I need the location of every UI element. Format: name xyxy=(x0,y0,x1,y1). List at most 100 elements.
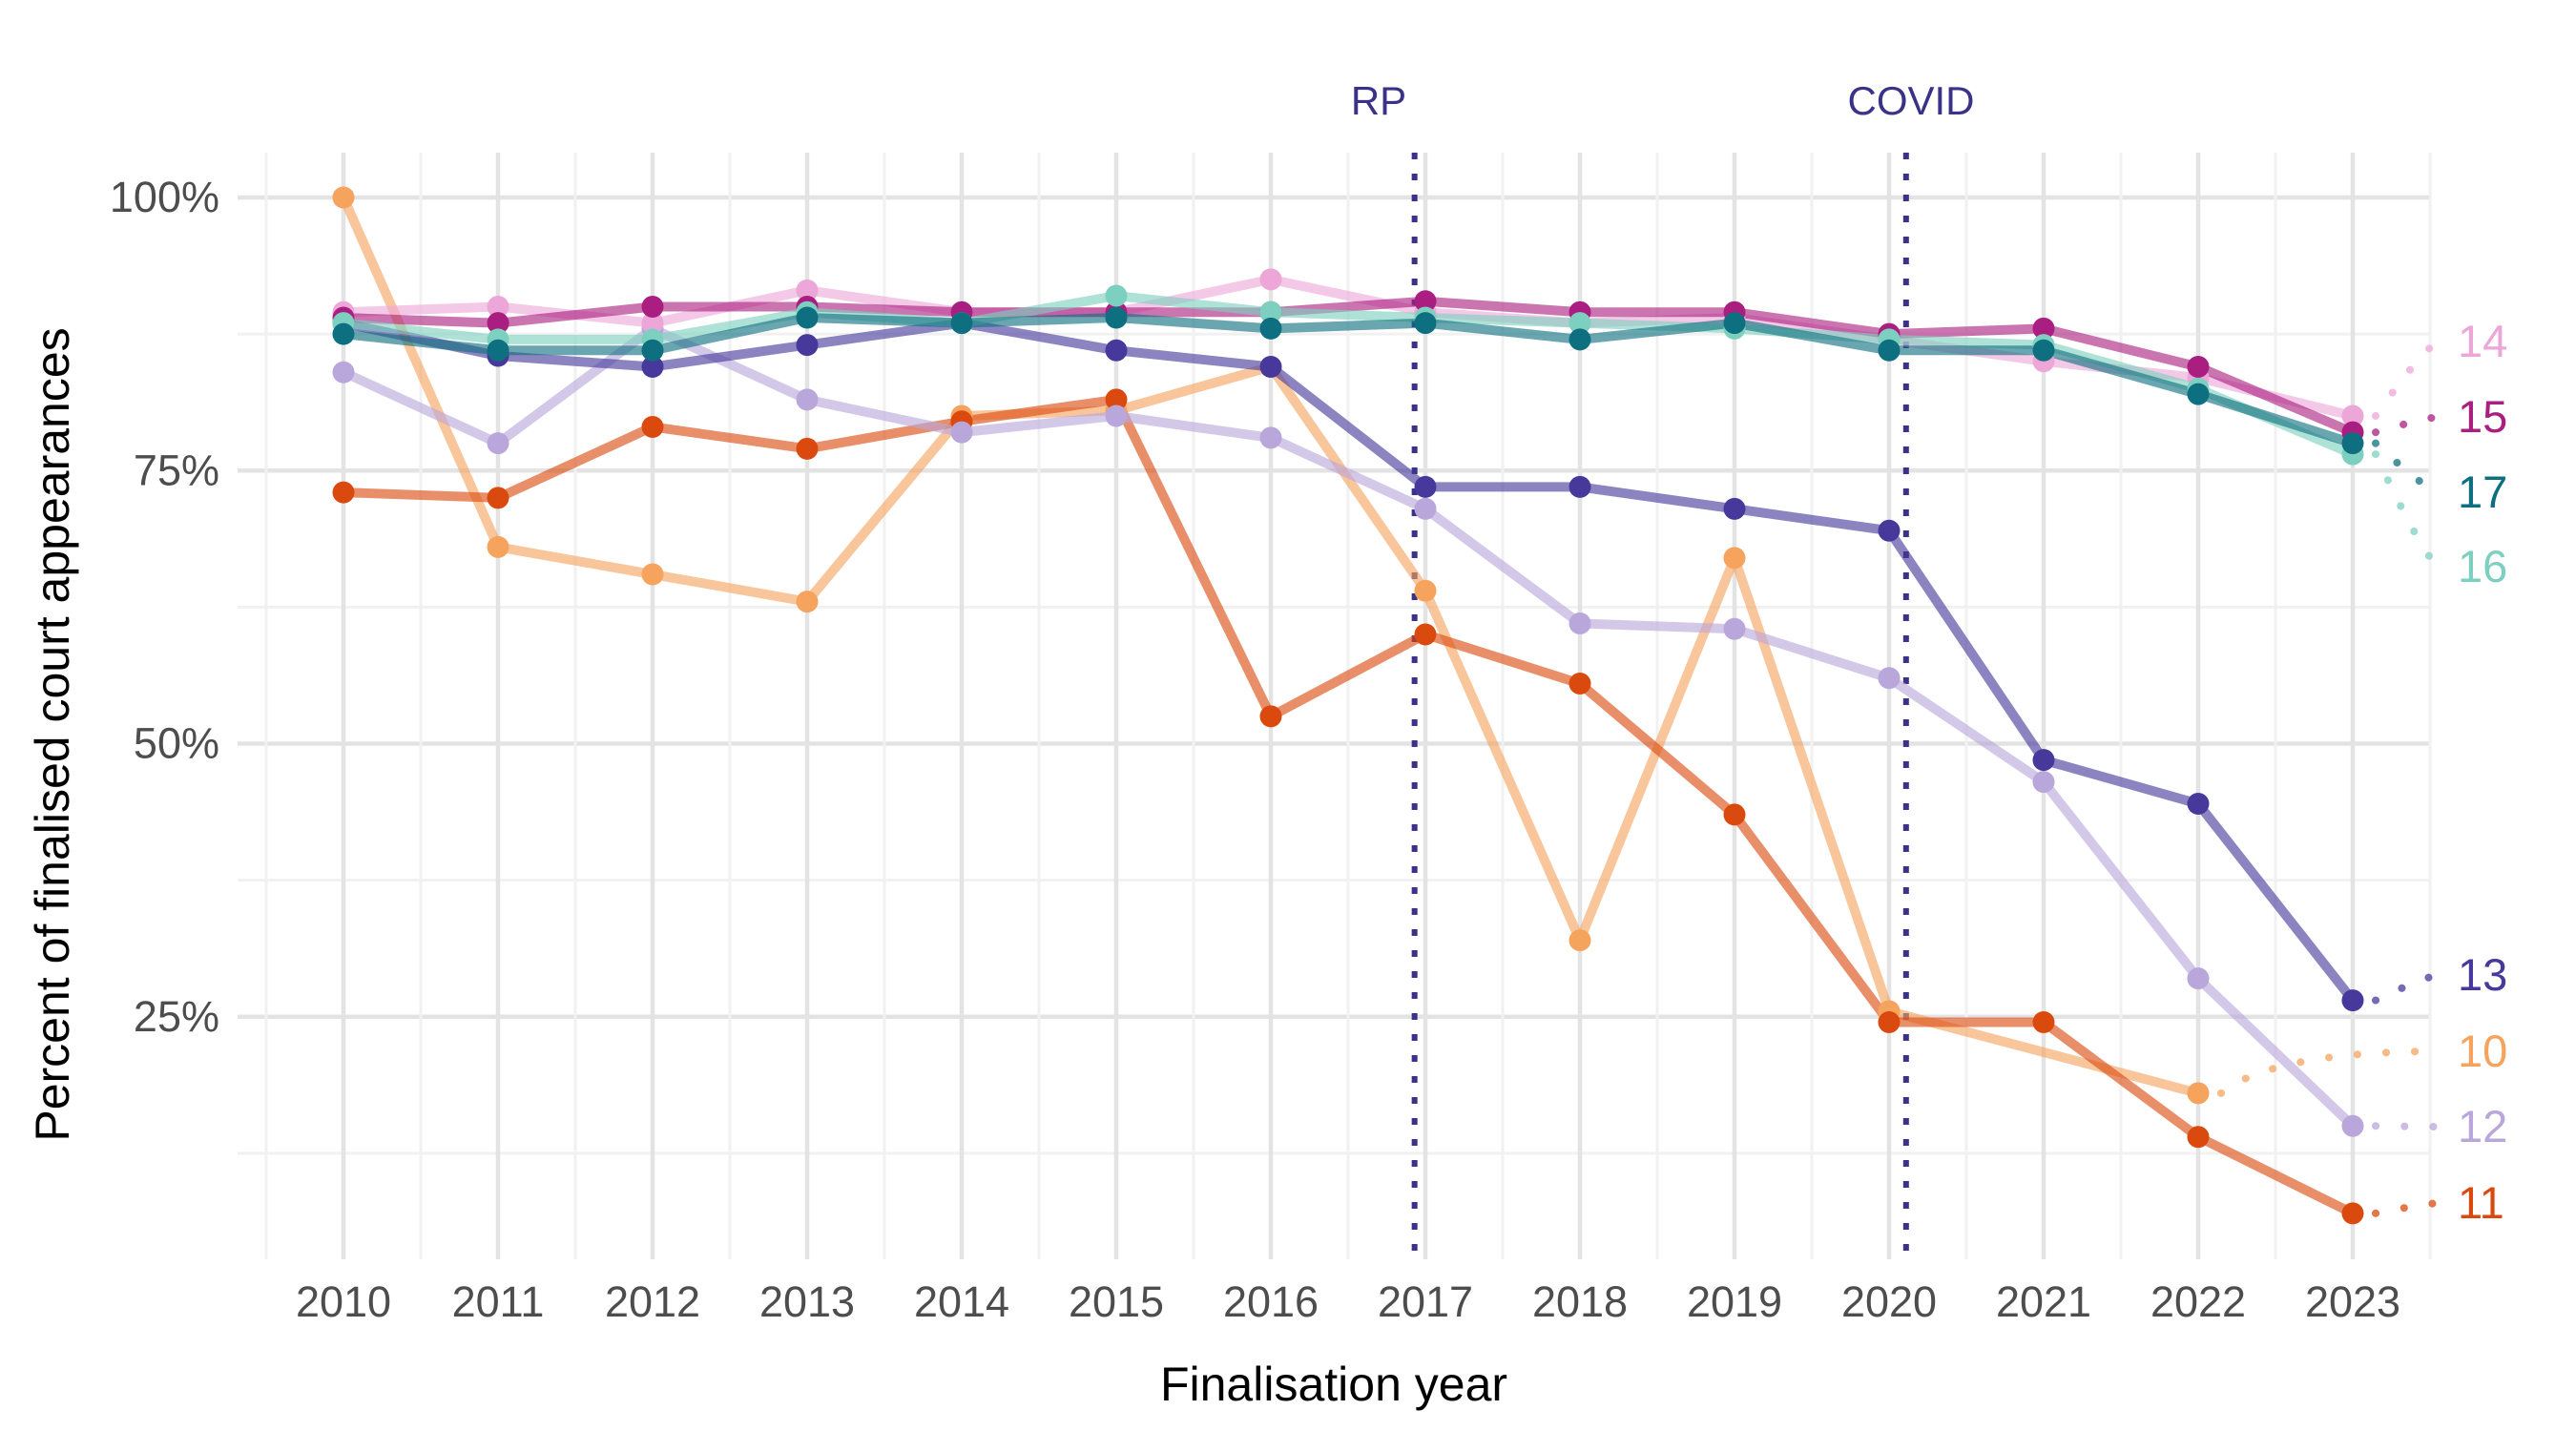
data-point-12-2011 xyxy=(487,432,509,455)
data-point-12-2023 xyxy=(2341,1114,2364,1137)
data-point-10-2017 xyxy=(1414,579,1437,602)
x-tick-2017: 2017 xyxy=(1378,1277,1473,1326)
y-tick-100: 100% xyxy=(110,173,219,221)
series-label-12: 12 xyxy=(2458,1101,2507,1151)
x-tick-2011: 2011 xyxy=(452,1277,545,1326)
data-point-11-2012 xyxy=(641,415,664,438)
data-point-11-2013 xyxy=(796,437,819,460)
x-tick-2020: 2020 xyxy=(1841,1277,1937,1326)
x-tick-2016: 2016 xyxy=(1223,1277,1319,1326)
data-point-12-2018 xyxy=(1568,612,1591,635)
data-point-13-2023 xyxy=(2341,989,2364,1012)
data-point-16-2015 xyxy=(1105,284,1128,307)
y-axis-tick-labels: 100% 75% 50% 25% xyxy=(110,173,219,1041)
data-point-17-2014 xyxy=(950,312,973,335)
series-line-13 xyxy=(339,318,2358,1006)
y-axis-title: Percent of finalised court appearances xyxy=(26,327,79,1141)
data-point-16-2016 xyxy=(1259,301,1282,323)
series-label-11: 11 xyxy=(2458,1177,2504,1228)
data-point-17-2022 xyxy=(2187,383,2210,405)
data-point-15-2017 xyxy=(1414,290,1437,313)
leader-dots-12 xyxy=(2372,1122,2444,1130)
data-point-10-2010 xyxy=(332,186,355,209)
x-tick-2021: 2021 xyxy=(1996,1277,2091,1326)
y-tick-75: 75% xyxy=(134,446,219,494)
data-point-17-2012 xyxy=(641,339,664,362)
data-point-14-2023 xyxy=(2341,404,2364,427)
data-point-13-2018 xyxy=(1568,475,1591,498)
series-label-16: 16 xyxy=(2458,541,2507,591)
leader-dots-10 xyxy=(2217,1047,2444,1097)
x-tick-2013: 2013 xyxy=(759,1277,855,1326)
series-points xyxy=(332,186,2364,1225)
data-point-17-2010 xyxy=(332,322,355,345)
y-tick-50: 50% xyxy=(134,719,219,768)
data-point-10-2019 xyxy=(1723,547,1746,570)
data-point-17-2016 xyxy=(1259,317,1282,340)
x-tick-2023: 2023 xyxy=(2305,1277,2400,1326)
data-point-12-2010 xyxy=(332,361,355,384)
data-point-11-2020 xyxy=(1878,1010,1901,1033)
x-tick-2019: 2019 xyxy=(1687,1277,1782,1326)
x-tick-2012: 2012 xyxy=(605,1277,700,1326)
data-point-15-2021 xyxy=(2032,317,2055,340)
data-point-11-2022 xyxy=(2187,1126,2210,1149)
data-point-17-2023 xyxy=(2341,432,2364,455)
annotation-label-rp: RP xyxy=(1351,78,1406,123)
series-label-14: 14 xyxy=(2458,316,2507,366)
data-point-12-2013 xyxy=(796,388,819,411)
data-point-10-2018 xyxy=(1568,929,1591,952)
data-point-17-2021 xyxy=(2032,339,2055,362)
data-point-11-2023 xyxy=(2341,1202,2364,1225)
series-label-17: 17 xyxy=(2458,467,2507,517)
series-label-10: 10 xyxy=(2458,1026,2507,1076)
data-point-11-2015 xyxy=(1105,388,1128,411)
series-line-14 xyxy=(339,274,2358,421)
data-point-13-2020 xyxy=(1878,519,1901,542)
series-label-15: 15 xyxy=(2458,391,2507,442)
series-lines xyxy=(339,193,2358,1218)
x-tick-2022: 2022 xyxy=(2150,1277,2246,1326)
data-point-17-2017 xyxy=(1414,312,1437,335)
x-axis-tick-labels: 2010 2011 2012 2013 2014 2015 2016 2017 2018 2019… xyxy=(296,1277,2400,1326)
data-point-12-2014 xyxy=(950,421,973,444)
y-tick-25: 25% xyxy=(134,992,219,1041)
data-point-12-2015 xyxy=(1105,404,1128,427)
data-point-14-2011 xyxy=(487,296,509,318)
series-label-13: 13 xyxy=(2458,949,2507,1000)
data-point-10-2013 xyxy=(796,591,819,613)
data-point-12-2016 xyxy=(1259,426,1282,449)
data-point-12-2022 xyxy=(2187,967,2210,990)
data-point-10-2011 xyxy=(487,535,509,558)
data-point-12-2017 xyxy=(1414,497,1437,520)
data-point-13-2021 xyxy=(2032,749,2055,772)
data-point-11-2017 xyxy=(1414,623,1437,646)
series-line-17 xyxy=(339,312,2358,448)
data-point-16-2018 xyxy=(1568,312,1591,335)
data-point-12-2020 xyxy=(1878,667,1901,690)
data-point-17-2020 xyxy=(1878,339,1901,362)
x-tick-2018: 2018 xyxy=(1532,1277,1628,1326)
series-line-11 xyxy=(339,394,2358,1218)
data-point-11-2018 xyxy=(1568,673,1591,695)
data-point-13-2013 xyxy=(796,334,819,357)
x-tick-2010: 2010 xyxy=(296,1277,391,1326)
data-point-11-2010 xyxy=(332,481,355,504)
data-point-17-2018 xyxy=(1568,328,1591,351)
data-point-17-2019 xyxy=(1723,312,1746,335)
data-point-15-2011 xyxy=(487,312,509,335)
data-point-11-2011 xyxy=(487,487,509,509)
series-line-15 xyxy=(339,296,2358,438)
data-point-17-2011 xyxy=(487,339,509,362)
data-point-11-2016 xyxy=(1259,705,1282,728)
data-point-13-2016 xyxy=(1259,355,1282,378)
x-axis-title: Finalisation year xyxy=(1160,1358,1507,1411)
data-point-13-2022 xyxy=(2187,792,2210,815)
annotation-lines: RP COVID xyxy=(1351,78,1975,1259)
data-point-13-2019 xyxy=(1723,497,1746,520)
data-point-10-2012 xyxy=(641,563,664,586)
annotation-label-covid: COVID xyxy=(1847,78,1974,123)
data-point-10-2022 xyxy=(2187,1082,2210,1105)
data-point-17-2013 xyxy=(796,306,819,329)
